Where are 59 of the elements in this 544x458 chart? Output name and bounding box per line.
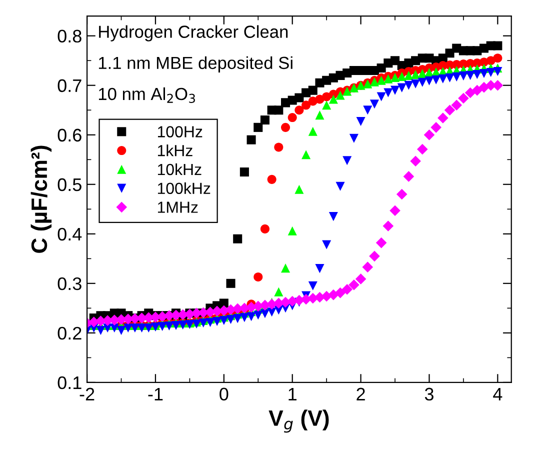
y-tick-label: 0.6 <box>58 128 82 142</box>
point <box>274 106 284 115</box>
point <box>336 90 345 100</box>
y-tick-label: 0.2 <box>58 326 82 340</box>
point <box>288 113 297 122</box>
point <box>233 234 242 244</box>
x-tick-label: 2 <box>356 388 365 400</box>
point <box>240 167 249 177</box>
annotation: 10 nm Al$_{2}$O$_{3}$ <box>98 87 195 103</box>
point <box>384 74 393 84</box>
x-tick-label: -1 <box>148 388 163 400</box>
y-tick-label: 0.4 <box>58 228 82 241</box>
point <box>308 86 318 95</box>
y-tick-label: 0.7 <box>58 79 82 92</box>
point <box>226 278 236 288</box>
legend-label: 1kHz <box>158 144 192 156</box>
legend-label: 10kHz <box>158 163 202 176</box>
point <box>315 110 324 120</box>
point <box>281 122 290 132</box>
point <box>274 142 284 152</box>
point <box>376 76 386 85</box>
point <box>219 298 228 308</box>
point <box>260 115 270 125</box>
y-axis-title: C (µF/cm²) <box>30 146 52 253</box>
point <box>322 100 332 110</box>
point <box>254 122 263 132</box>
annotation: Hydrogen Cracker Clean <box>99 25 288 42</box>
x-tick-label: 4 <box>493 388 502 400</box>
legend-label: 100Hz <box>158 126 202 138</box>
y-tick-label: 0.3 <box>58 277 82 290</box>
point <box>246 135 256 144</box>
point <box>294 184 304 194</box>
x-tick-label: 3 <box>424 388 434 401</box>
point <box>274 287 284 296</box>
y-tick-label: 0.8 <box>58 30 82 43</box>
point <box>328 94 338 104</box>
point <box>308 126 318 136</box>
point <box>493 41 502 50</box>
point <box>254 272 263 282</box>
annotation: 1.1 nm MBE deposited Si <box>98 56 292 73</box>
y-tick-label: 0.5 <box>58 178 82 192</box>
x-axis-title: V$_{g}$ (V) <box>268 410 329 433</box>
point <box>302 150 311 160</box>
point <box>267 174 276 184</box>
point <box>281 264 290 273</box>
point <box>260 224 270 234</box>
point <box>493 54 502 63</box>
point <box>288 226 297 236</box>
point <box>397 72 406 81</box>
legend-label: 100kHz <box>158 182 210 194</box>
x-tick-label: 1 <box>288 388 296 400</box>
point <box>294 106 304 115</box>
point <box>302 100 311 110</box>
x-tick-label: -2 <box>80 388 94 400</box>
point <box>390 56 400 66</box>
y-tick-label: 0.1 <box>58 376 82 390</box>
x-tick-label: 0 <box>220 388 228 401</box>
point <box>404 70 414 80</box>
legend-label: 1MHz <box>158 202 198 213</box>
